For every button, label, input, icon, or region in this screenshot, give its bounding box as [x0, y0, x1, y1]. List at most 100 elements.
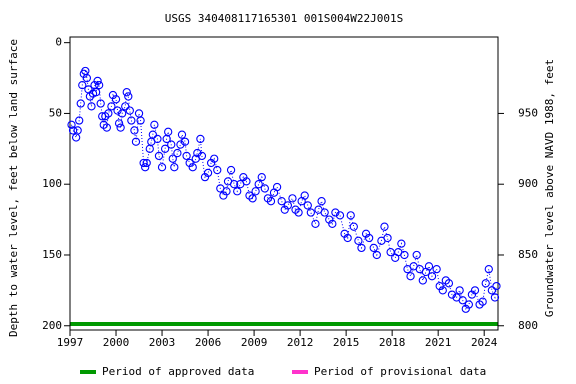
data-point	[328, 219, 337, 228]
data-point	[111, 95, 121, 104]
legend-label: Period of provisional data	[314, 365, 486, 378]
legend-label: Period of approved data	[102, 365, 254, 378]
data-point	[177, 130, 187, 139]
data-point	[148, 130, 157, 139]
data-point	[380, 222, 389, 231]
data-point	[251, 187, 260, 196]
data-point	[93, 76, 102, 86]
data-point	[233, 187, 242, 196]
data-point	[487, 286, 497, 295]
data-point	[68, 126, 78, 135]
data-point	[170, 163, 179, 172]
data-point	[157, 163, 167, 172]
data-point	[73, 126, 82, 135]
data-point	[484, 264, 493, 274]
data-point	[478, 297, 487, 306]
data-point	[71, 133, 81, 142]
data-point	[107, 102, 116, 111]
data-point	[153, 134, 162, 144]
data-point	[136, 116, 145, 125]
data-point	[300, 191, 309, 200]
data-point	[168, 154, 177, 163]
data-point	[173, 148, 182, 158]
data-point	[354, 236, 363, 245]
data-point	[67, 120, 76, 129]
data-point	[470, 286, 480, 295]
plot-frame	[69, 36, 499, 331]
data-point	[412, 250, 421, 260]
data-point	[418, 276, 427, 285]
data-point	[406, 272, 415, 281]
y-axis-label: Depth to water level, feet below land su…	[7, 39, 20, 337]
x-tick-label: 2009	[241, 336, 268, 349]
x-tick-label: 2024	[471, 336, 498, 349]
data-point	[160, 144, 170, 153]
data-point	[131, 137, 141, 146]
data-point	[142, 158, 151, 168]
data-point	[94, 80, 104, 90]
data-point	[444, 279, 454, 288]
data-point	[75, 116, 84, 125]
x-tick-label: 2003	[149, 336, 176, 349]
data-point	[492, 281, 501, 291]
data-point	[180, 137, 190, 146]
x-tick-label: 2021	[425, 336, 452, 349]
data-point	[213, 165, 222, 175]
data-point	[346, 211, 355, 220]
x-tick-label: 2000	[103, 336, 130, 349]
y-tick-label: 100	[42, 177, 62, 190]
data-point	[369, 243, 378, 253]
data-point	[306, 208, 315, 217]
data-point	[257, 172, 266, 182]
data-point	[139, 158, 148, 168]
x-tick-label: 2018	[379, 336, 406, 349]
y-tick-label: 0	[55, 36, 62, 49]
data-point	[141, 163, 150, 172]
data-point	[150, 120, 159, 129]
data-point	[432, 264, 441, 274]
data-point	[283, 201, 292, 210]
data-point	[167, 140, 176, 149]
data-point	[343, 233, 352, 243]
data-point	[260, 184, 269, 193]
data-point	[331, 208, 340, 217]
data-point	[125, 106, 134, 115]
data-point	[102, 123, 111, 132]
data-point	[272, 182, 282, 192]
data-point	[114, 119, 124, 128]
data-point	[104, 109, 113, 118]
data-point	[164, 127, 173, 136]
data-point	[76, 99, 85, 108]
data-point	[87, 102, 96, 111]
y-tick-label: 200	[42, 319, 62, 332]
data-point	[424, 262, 434, 271]
y-tick-label: 50	[49, 106, 62, 119]
x-tick-label: 1997	[57, 336, 84, 349]
data-point	[96, 99, 105, 108]
data-point	[242, 177, 251, 186]
data-point	[357, 243, 366, 253]
data-point	[427, 272, 437, 281]
data-point	[176, 140, 185, 149]
data-point	[124, 92, 133, 101]
data-point	[317, 197, 326, 206]
y2-tick-label: 800	[518, 319, 538, 332]
data-point	[464, 300, 474, 309]
data-point	[226, 165, 236, 175]
data-point	[91, 88, 101, 97]
data-point	[481, 279, 490, 288]
y2-tick-label: 850	[518, 248, 538, 261]
data-line	[71, 69, 497, 310]
data-point	[78, 80, 87, 90]
data-point	[182, 151, 191, 161]
data-point	[122, 88, 131, 97]
y2-tick-label: 900	[518, 177, 538, 190]
data-point	[458, 296, 467, 305]
data-point	[197, 151, 207, 161]
data-point	[203, 168, 213, 178]
data-point	[254, 180, 263, 189]
data-point	[113, 106, 122, 115]
data-point	[229, 180, 239, 189]
data-point	[320, 208, 329, 217]
